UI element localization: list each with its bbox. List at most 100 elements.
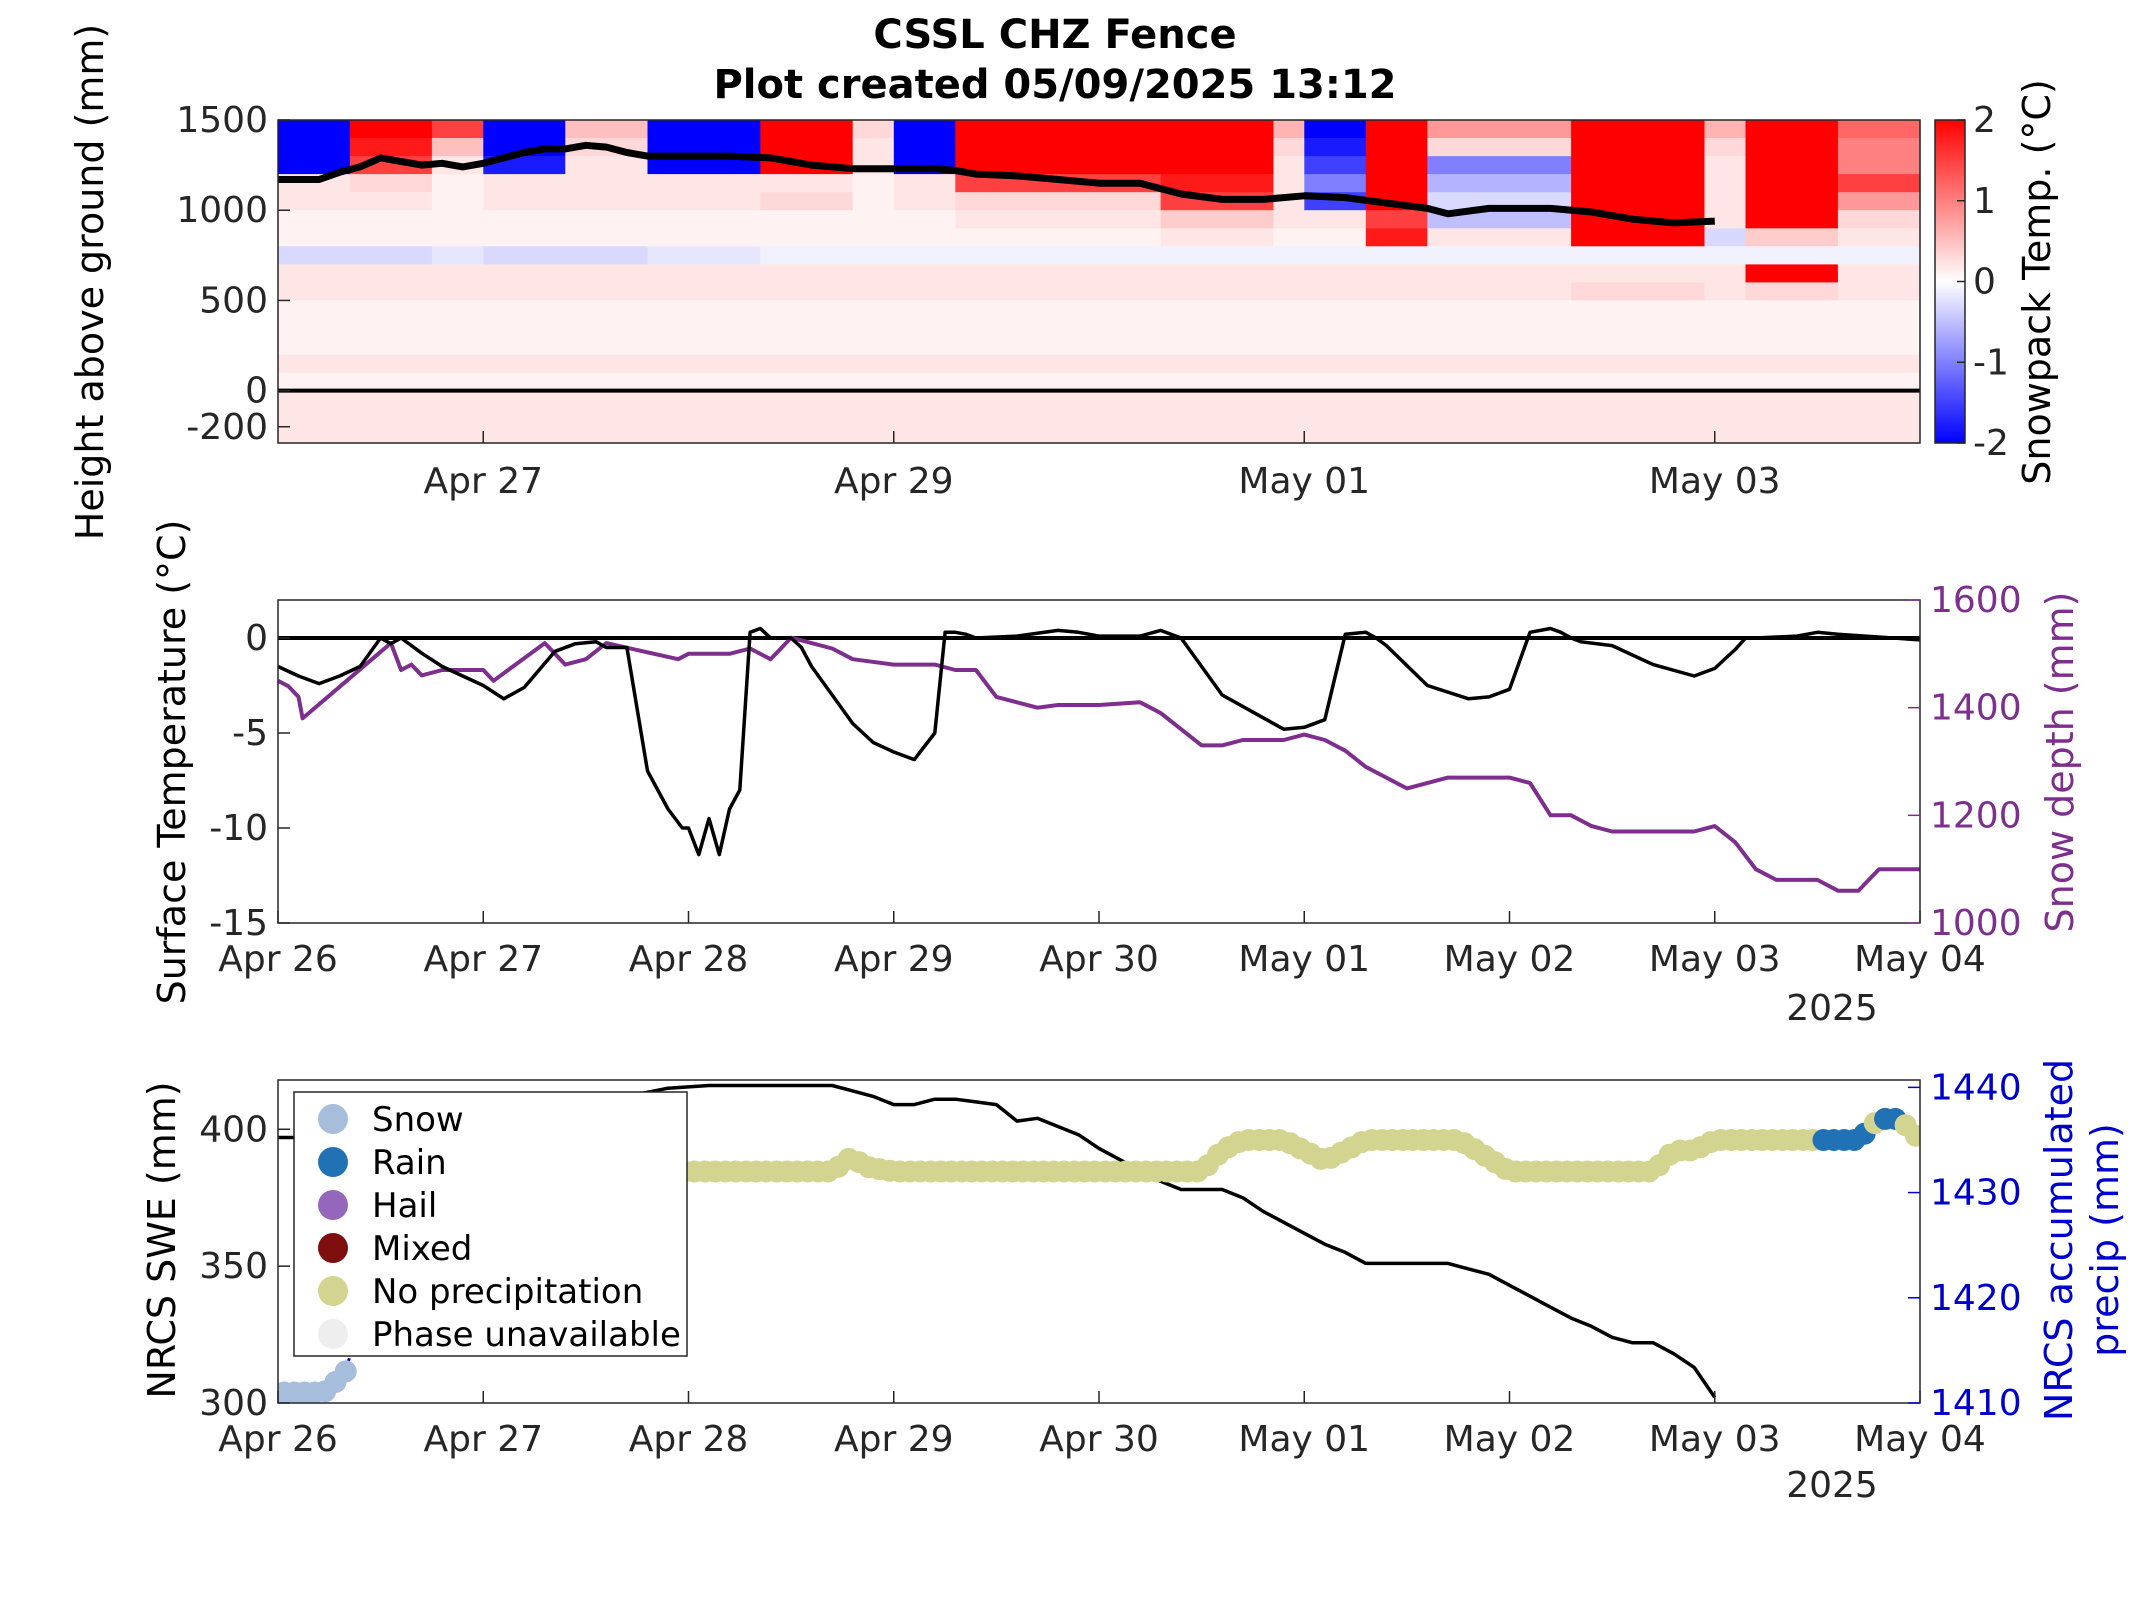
y2-tick-label: 1000	[1930, 903, 2022, 944]
heatmap-cell-14-0	[1427, 120, 1572, 139]
year-label-bottom: 2025	[1786, 1465, 1878, 1506]
heatmap-cell-5-2	[647, 156, 761, 175]
heatmap-cell-12-11	[1304, 318, 1367, 338]
heatmap-cell-5-17	[647, 426, 761, 444]
y-axis-label: NRCS SWE (mm)	[140, 1081, 184, 1398]
x-tick-label: Apr 26	[218, 1419, 338, 1460]
heatmap-cell-0-2	[278, 156, 351, 175]
heatmap-cell-2-7	[431, 246, 484, 265]
heatmap-cell-6-14	[760, 372, 854, 392]
heatmap-cell-12-16	[1304, 408, 1367, 428]
heatmap-cell-7-6	[852, 228, 895, 247]
heatmap-cell-8-7	[893, 246, 956, 265]
y2-tick-label: 1600	[1930, 580, 2022, 621]
heatmap-cell-7-5	[852, 210, 895, 229]
heatmap-cell-12-10	[1304, 300, 1367, 319]
heatmap-cell-1-0	[349, 120, 433, 139]
heatmap-cell-4-3	[565, 174, 648, 193]
heatmap-cell-17-6	[1745, 228, 1839, 247]
heatmap-cell-16-13	[1704, 354, 1747, 374]
legend-marker-hail	[318, 1190, 348, 1220]
heatmap-cell-15-14	[1571, 372, 1706, 392]
surface-temperature-snow-depth-chart: 0 -5 -10 -15 1600 1400 1200 1000 Apr 26 Apr 27 Apr…	[150, 520, 2082, 1005]
heatmap-cell-12-1	[1304, 138, 1367, 157]
heatmap-cell-8-10	[893, 300, 956, 319]
heatmap-cell-16-6	[1704, 228, 1747, 247]
heatmap-cell-11-11	[1273, 318, 1305, 338]
heatmap-cell-6-0	[760, 120, 854, 139]
heatmap-cell-16-8	[1704, 264, 1747, 283]
heatmap-cell-0-8	[278, 264, 351, 283]
heatmap-cell-1-9	[349, 282, 433, 301]
heatmap-cell-18-13	[1837, 354, 1921, 374]
heatmap-cell-4-4	[565, 192, 648, 211]
heatmap-cell-12-3	[1304, 174, 1367, 193]
heatmap-cell-0-6	[278, 228, 351, 247]
heatmap-cell-12-13	[1304, 354, 1367, 374]
y2-tick-label: 1440	[1930, 1067, 2022, 1108]
heatmap-cell-11-8	[1273, 264, 1305, 283]
legend-marker-unavailable	[318, 1319, 348, 1349]
heatmap-cell-13-11	[1365, 318, 1428, 338]
heatmap-cell-1-15	[349, 390, 433, 410]
heatmap-cell-5-14	[647, 372, 761, 392]
y2-tick-label: 1200	[1930, 795, 2022, 836]
heatmap-cell-16-3	[1704, 174, 1747, 193]
heatmap-cell-3-10	[483, 300, 566, 319]
legend-label-snow: Snow	[372, 1100, 464, 1140]
heatmap-cell-18-14	[1837, 372, 1921, 392]
heatmap-cell-14-15	[1427, 390, 1572, 410]
heatmap-cell-6-16	[760, 408, 854, 428]
heatmap-cell-3-15	[483, 390, 566, 410]
heatmap-cell-17-14	[1745, 372, 1839, 392]
heatmap-cell-15-17	[1571, 426, 1706, 444]
heatmap-cell-6-3	[760, 174, 854, 193]
heatmap-cell-6-13	[760, 354, 854, 374]
heatmap-cell-13-1	[1365, 138, 1428, 157]
heatmap-cell-13-9	[1365, 282, 1428, 301]
heatmap-cell-15-10	[1571, 300, 1706, 319]
heatmap-cell-9-1	[955, 138, 1162, 157]
heatmap-cell-8-3	[893, 174, 956, 193]
heatmap-cell-16-2	[1704, 156, 1747, 175]
heatmap-cell-0-15	[278, 390, 351, 410]
heatmap-cell-16-14	[1704, 372, 1747, 392]
heatmap-cell-15-9	[1571, 282, 1706, 301]
heatmap-cell-10-3	[1160, 174, 1275, 193]
heatmap-cell-0-12	[278, 336, 351, 356]
heatmap-cell-2-16	[431, 408, 484, 428]
heatmap-cell-5-7	[647, 246, 761, 265]
heatmap-cell-2-9	[431, 282, 484, 301]
heatmap-cell-17-1	[1745, 138, 1839, 157]
precip-phase-marker	[334, 1360, 357, 1383]
heatmap-cell-6-6	[760, 228, 854, 247]
heatmap-cell-7-16	[852, 408, 895, 428]
heatmap-cell-1-11	[349, 318, 433, 338]
x-tick-label: May 02	[1444, 1419, 1576, 1460]
heatmap-cell-15-1	[1571, 138, 1706, 157]
heatmap-cell-7-11	[852, 318, 895, 338]
heatmap-cell-7-12	[852, 336, 895, 356]
colorbar-label: Snowpack Temp. (°C)	[2015, 79, 2059, 485]
colorbar-tick-label: 0	[1973, 262, 1996, 303]
heatmap-cell-12-5	[1304, 210, 1367, 229]
heatmap-cell-6-8	[760, 264, 854, 283]
legend-marker-none	[318, 1276, 348, 1306]
heatmap-cell-14-14	[1427, 372, 1572, 392]
y2-tick-label: 1410	[1930, 1383, 2022, 1424]
swe-precip-chart: 400 350 300 1440 1430 1420 1410 Apr 26 Apr 27 Apr…	[140, 1059, 2127, 1460]
heatmap-cell-8-15	[893, 390, 956, 410]
heatmap-cell-17-8	[1745, 264, 1839, 283]
x-tick-label: Apr 29	[834, 1419, 954, 1460]
heatmap-cell-10-6	[1160, 228, 1275, 247]
heatmap-cell-5-4	[647, 192, 761, 211]
heatmap-cell-12-7	[1304, 246, 1367, 265]
heatmap-cell-10-2	[1160, 156, 1275, 175]
colorbar-tick-label: -2	[1973, 423, 2009, 464]
heatmap-cell-8-8	[893, 264, 956, 283]
heatmap-cell-6-9	[760, 282, 854, 301]
legend-marker-snow	[318, 1104, 348, 1134]
heatmap-cell-16-1	[1704, 138, 1747, 157]
